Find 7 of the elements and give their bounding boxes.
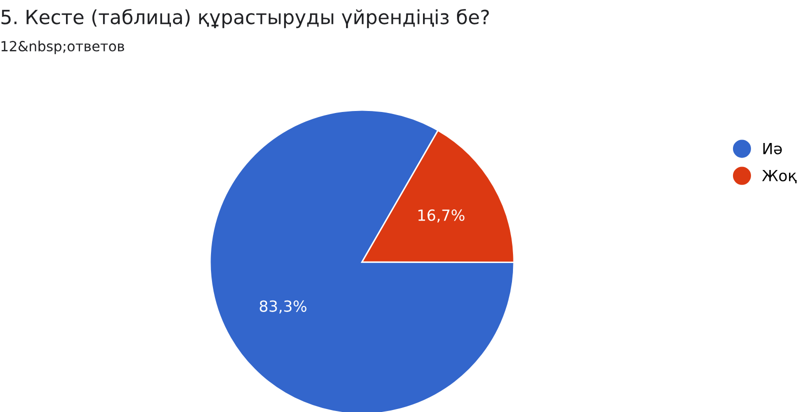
legend-label: Иә	[763, 143, 782, 154]
data-label: 16,7%	[418, 209, 464, 222]
legend-label: Жоқ	[762, 170, 797, 184]
pie-slice	[209, 109, 515, 412]
data-label: 83,3%	[260, 300, 306, 314]
text: 12&nbsp;ответов	[2, 40, 124, 54]
chart-title: 5. Кесте (таблица) құрастыруды үйрендіңіз бе?	[2, 8, 489, 28]
